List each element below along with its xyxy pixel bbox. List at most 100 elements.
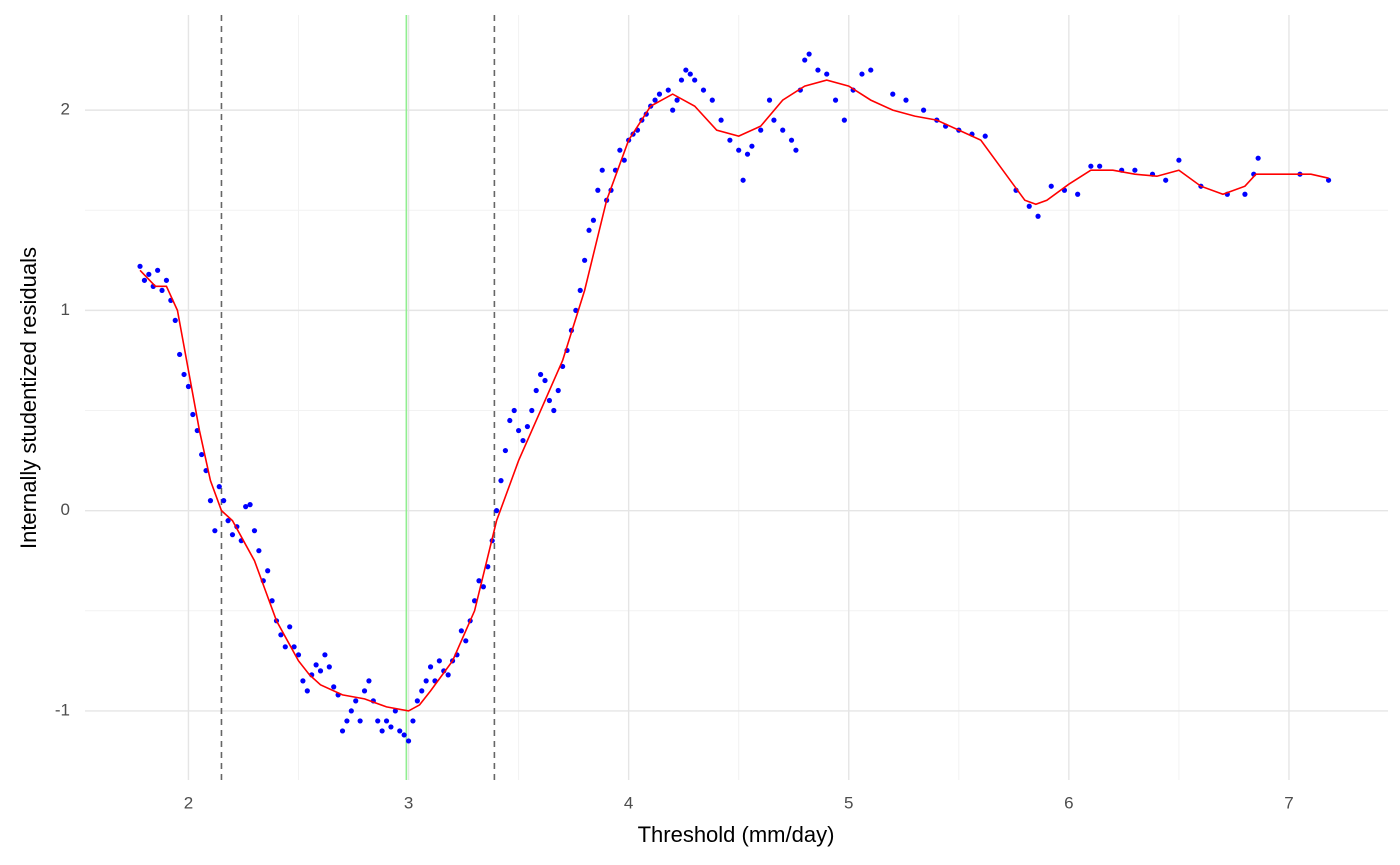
data-point: [582, 257, 588, 263]
data-point: [982, 133, 988, 139]
data-point: [181, 371, 187, 378]
data-point: [524, 423, 531, 430]
data-point: [348, 708, 354, 714]
data-point: [471, 598, 478, 604]
data-point: [586, 227, 592, 233]
data-point: [1255, 155, 1261, 161]
data-point: [1132, 167, 1138, 173]
data-point: [515, 427, 522, 434]
data-point: [304, 688, 310, 694]
data-point: [577, 287, 583, 293]
data-point: [709, 97, 715, 103]
data-point: [221, 498, 227, 504]
y-tick-label: 0: [61, 500, 70, 519]
data-point: [317, 668, 324, 674]
data-point: [141, 277, 148, 283]
x-tick-label: 2: [184, 793, 193, 812]
x-tick-label: 3: [404, 793, 413, 812]
data-point: [1097, 163, 1103, 169]
data-point: [199, 451, 205, 458]
data-point: [665, 87, 671, 93]
data-point: [520, 437, 526, 444]
data-point: [555, 387, 561, 394]
data-point: [265, 568, 271, 574]
data-point: [485, 564, 491, 570]
data-point: [832, 97, 839, 103]
data-point: [806, 51, 812, 57]
data-point: [692, 77, 698, 83]
data-point: [401, 732, 407, 738]
data-point: [247, 502, 253, 508]
data-point: [727, 137, 733, 143]
data-point: [375, 718, 381, 724]
data-point: [366, 678, 372, 684]
data-point: [269, 598, 275, 604]
data-point: [621, 157, 627, 163]
data-point: [155, 267, 161, 273]
data-point: [295, 652, 302, 658]
data-point: [780, 127, 786, 133]
data-point: [163, 277, 170, 283]
data-point: [551, 407, 557, 414]
data-point: [599, 167, 605, 173]
data-point: [225, 518, 231, 524]
data-point: [282, 644, 288, 650]
x-tick-label: 5: [844, 793, 853, 812]
data-point: [533, 387, 539, 394]
data-point: [190, 411, 196, 418]
plot-area: [137, 15, 1332, 780]
data-point: [397, 728, 403, 734]
data-point: [313, 662, 319, 668]
data-point: [529, 407, 535, 414]
data-point: [1242, 191, 1248, 197]
data-point: [480, 584, 486, 590]
data-point: [815, 67, 821, 73]
data-point: [185, 383, 192, 390]
data-point: [868, 67, 874, 73]
data-point: [256, 548, 262, 554]
data-point: [216, 484, 222, 490]
grid: [85, 15, 1388, 780]
data-point: [300, 678, 306, 684]
data-point: [344, 718, 350, 724]
data-point: [824, 71, 830, 77]
data-point: [542, 377, 548, 384]
data-point: [423, 678, 429, 684]
data-point: [172, 317, 178, 323]
data-point: [291, 644, 297, 650]
data-point: [538, 371, 544, 378]
y-tick-label: 2: [61, 100, 70, 119]
data-point: [683, 67, 689, 73]
data-point: [793, 147, 799, 153]
data-point: [322, 652, 328, 658]
data-point: [546, 397, 553, 404]
data-point: [1325, 177, 1332, 183]
data-point: [1163, 177, 1169, 183]
data-point: [1048, 183, 1054, 189]
data-point: [736, 147, 742, 153]
data-point: [700, 87, 707, 93]
data-point: [841, 117, 847, 123]
data-point: [788, 137, 795, 143]
data-point: [718, 117, 724, 123]
smooth-line: [139, 79, 1329, 712]
data-point: [903, 97, 909, 103]
data-point: [1176, 157, 1182, 163]
data-point: [687, 71, 693, 77]
data-point: [493, 508, 500, 514]
data-point: [287, 624, 293, 630]
data-point: [859, 71, 865, 77]
data-point: [758, 127, 764, 133]
data-point: [595, 187, 601, 193]
x-tick-label: 6: [1064, 793, 1073, 812]
data-point: [678, 77, 685, 83]
data-point: [243, 504, 249, 510]
data-point: [427, 664, 434, 670]
data-point: [326, 664, 332, 670]
x-tick-label: 7: [1284, 793, 1293, 812]
data-point: [383, 718, 390, 724]
data-point: [1026, 203, 1032, 209]
data-point: [511, 407, 517, 414]
